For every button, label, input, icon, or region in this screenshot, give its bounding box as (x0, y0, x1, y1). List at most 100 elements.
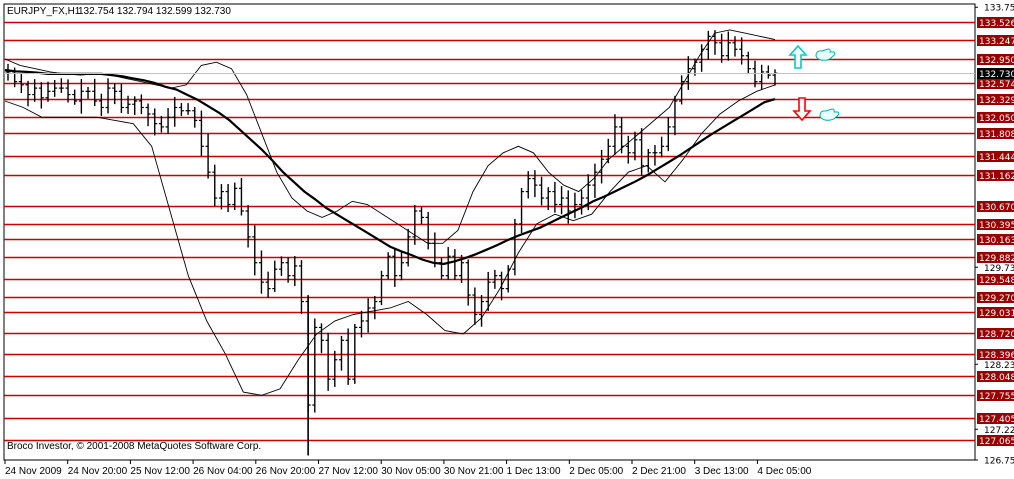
level-tag (977, 201, 1014, 212)
price-bar (519, 188, 525, 233)
price-bar (492, 269, 498, 289)
price-bar (332, 350, 338, 387)
price-bar (645, 149, 651, 173)
level-label: 130.163 (979, 236, 1014, 246)
level-label: 129.882 (979, 254, 1014, 264)
price-bar (265, 271, 271, 299)
x-tick-label: 26 Nov 04:00 (193, 466, 253, 477)
price-bar (245, 205, 251, 248)
level-label: 129.270 (979, 294, 1014, 304)
x-tick-label: 30 Nov 05:00 (381, 466, 441, 477)
price-bar (399, 251, 405, 281)
level-label: 130.395 (979, 221, 1014, 231)
moving-average (4, 68, 776, 266)
support-resistance-levels: 133.526 133.247 132.950 132.574 132.329 132.0… (4, 17, 1014, 447)
level-tag (977, 170, 1014, 181)
x-tick-label: 2 Dec 21:00 (632, 466, 686, 477)
price-bar (739, 37, 745, 65)
price-bar (479, 295, 485, 327)
price-bar (532, 170, 538, 198)
level-label: 128.720 (979, 330, 1014, 340)
price-bar (192, 107, 198, 128)
x-tick-label: 3 Dec 13:00 (695, 466, 749, 477)
price-bar (385, 252, 391, 280)
price-bar (198, 110, 204, 156)
price-bar (545, 187, 551, 210)
price-bar (172, 96, 178, 127)
y-tick-label: 133.750 (984, 4, 1014, 14)
y-tick-label: 129.730 (984, 264, 1014, 274)
price-bar (65, 79, 71, 103)
price-bar (258, 250, 264, 294)
level-tag (977, 349, 1014, 360)
price-bar (625, 135, 631, 164)
price-bar (238, 177, 244, 216)
level-label: 131.162 (979, 172, 1014, 182)
price-bar (719, 33, 725, 63)
price-bar (605, 138, 611, 164)
price-bar (485, 271, 491, 311)
copyright-text: Broco Investor, © 2001-2008 MetaQuotes S… (7, 441, 261, 452)
level-label: 127.065 (979, 437, 1014, 447)
price-bar (18, 74, 24, 93)
price-bar (652, 145, 658, 166)
price-bar (272, 260, 278, 293)
upper-band-line (4, 29, 776, 244)
level-tag (977, 292, 1014, 303)
up-arrow-icon (788, 44, 808, 69)
level-label: 133.247 (979, 37, 1014, 47)
price-bar (525, 171, 531, 199)
price-bar (98, 93, 104, 117)
price-bar (338, 335, 344, 371)
price-bar (725, 31, 731, 61)
level-tag (977, 151, 1014, 162)
price-bar (158, 115, 164, 133)
level-tag (977, 390, 1014, 401)
price-bar (665, 117, 671, 152)
price-bars (5, 30, 778, 456)
x-tick-label: 4 Dec 05:00 (757, 466, 811, 477)
price-bar (472, 287, 478, 325)
level-label: 133.526 (979, 19, 1014, 29)
down-arrow-icon (792, 97, 812, 122)
y-axis: 133.750 129.730 128.230 127.225 126.750 132.7… (4, 4, 1014, 467)
price-bar (345, 328, 351, 385)
x-tick-label: 2 Dec 05:00 (569, 466, 623, 477)
price-bar (692, 58, 698, 76)
price-bar (699, 44, 705, 72)
plot-frame (3, 3, 976, 461)
price-bar (732, 36, 738, 57)
price-bar (205, 133, 211, 179)
x-axis: 24 Nov 2009 24 Nov 20:00 25 Nov 12:00 26 No… (4, 460, 812, 477)
price-bar (325, 332, 331, 391)
price-bar (659, 136, 665, 158)
price-bar (392, 247, 398, 287)
price-bar (378, 270, 384, 306)
price-bar (559, 186, 565, 215)
price-bar (679, 75, 685, 105)
level-label: 132.574 (979, 80, 1014, 90)
price-bar (685, 56, 691, 90)
level-tag (977, 78, 1014, 89)
level-tag (977, 252, 1014, 263)
price-bar (178, 102, 184, 117)
price-bar (752, 60, 758, 88)
price-bar (292, 256, 298, 287)
price-bar (252, 225, 258, 276)
level-label: 128.048 (979, 373, 1014, 383)
price-bar (318, 323, 324, 354)
price-bar (412, 205, 418, 245)
x-tick-label: 1 Dec 13:00 (507, 466, 561, 477)
level-label: 129.031 (979, 309, 1014, 319)
price-bar (92, 78, 98, 107)
level-tag (977, 17, 1014, 28)
price-bar (552, 181, 558, 213)
price-bar (765, 65, 771, 79)
level-label: 132.329 (979, 96, 1014, 106)
price-bar (25, 80, 31, 107)
price-bar (58, 78, 64, 93)
level-label: 129.548 (979, 276, 1014, 286)
price-bar (632, 131, 638, 161)
price-bar (365, 298, 371, 333)
